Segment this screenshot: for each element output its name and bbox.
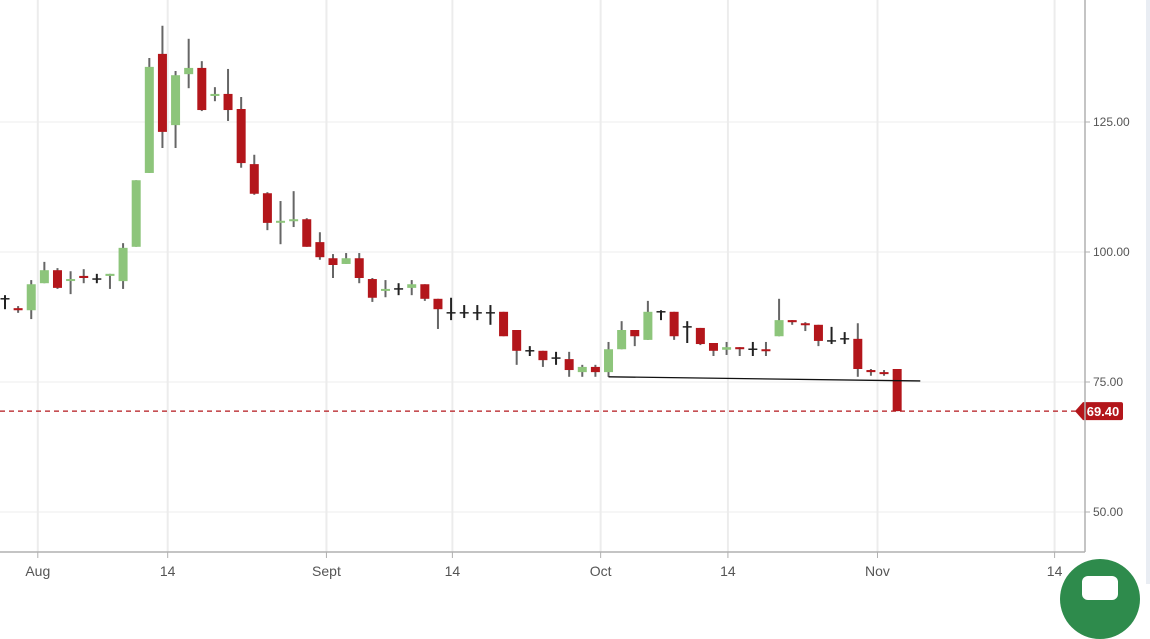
candle-body — [52, 270, 62, 288]
candle-body — [735, 347, 745, 350]
candle-body — [420, 284, 430, 299]
candle-body — [289, 219, 299, 222]
candle-body — [512, 330, 522, 351]
candle-body — [105, 273, 115, 276]
candle-body — [131, 180, 141, 247]
candle-body — [853, 338, 863, 369]
candle-body — [800, 323, 810, 326]
grid-lines — [0, 0, 1085, 552]
candle-body — [144, 66, 154, 173]
x-tick-label: 14 — [160, 563, 176, 579]
candle-body — [249, 164, 259, 194]
x-tick-label: 14 — [445, 563, 461, 579]
x-tick-label: Aug — [25, 563, 50, 579]
last-price-label: 69.40 — [1087, 404, 1120, 419]
trend-line — [608, 376, 921, 382]
candle-body — [184, 67, 194, 75]
candle-body — [564, 359, 574, 371]
candle-body — [276, 220, 286, 223]
axes: 50.00 75.00 100.00 125.00 Aug 14 Sept 14 Oct 14 No… — [0, 0, 1130, 579]
candle-body — [79, 275, 89, 278]
candle-body — [13, 308, 23, 311]
candle-body — [590, 366, 600, 373]
candle-body — [26, 284, 36, 311]
y-tick-label: 75.00 — [1093, 375, 1123, 389]
x-tick-label: Oct — [590, 563, 612, 579]
chat-icon — [1082, 576, 1118, 600]
candle-body — [367, 279, 377, 298]
candle-body — [380, 288, 390, 291]
candle-body — [197, 67, 207, 111]
x-tick-label: Sept — [312, 563, 341, 579]
last-price-tag — [1075, 402, 1123, 421]
candle-body — [315, 242, 325, 258]
candle-body — [118, 247, 128, 282]
y-tick-label: 125.00 — [1093, 115, 1130, 129]
candle-body — [341, 258, 351, 264]
candle-body — [761, 349, 771, 352]
candle-body — [354, 258, 364, 278]
candles — [0, 25, 902, 412]
candle-body — [538, 350, 548, 361]
candle-body — [302, 219, 312, 247]
candle-body — [630, 330, 640, 337]
candle-body — [787, 320, 797, 323]
candle-body — [262, 193, 272, 223]
candle-body — [499, 311, 509, 337]
candle-body — [433, 298, 443, 310]
candle-body — [407, 284, 417, 288]
candle-body — [722, 347, 732, 350]
candle-body — [813, 324, 823, 341]
candle-body — [669, 311, 679, 337]
right-edge-strip — [1146, 0, 1150, 584]
x-tick-label: 14 — [1047, 563, 1063, 579]
candle-body — [879, 372, 889, 375]
chat-button[interactable] — [1060, 559, 1140, 639]
candle-body — [39, 270, 49, 284]
candle-body — [223, 93, 233, 111]
candle-body — [577, 366, 587, 373]
y-tick-label: 100.00 — [1093, 245, 1130, 259]
candle-body — [892, 369, 902, 412]
candle-body — [604, 349, 614, 373]
candle-body — [695, 327, 705, 345]
candle-body — [617, 330, 627, 350]
candle-body — [708, 343, 718, 351]
y-tick-label: 50.00 — [1093, 505, 1123, 519]
x-tick-label: 14 — [720, 563, 736, 579]
candle-body — [66, 279, 76, 282]
candle-body — [236, 109, 246, 164]
overlays: 69.40 — [0, 376, 1123, 421]
candle-body — [210, 93, 220, 96]
candlestick-chart[interactable]: 69.40 50.00 75.00 100.00 125.00 Aug 14 Sept 14 O… — [0, 0, 1150, 584]
candle-body — [328, 258, 338, 265]
candle-body — [866, 370, 876, 373]
candle-body — [157, 53, 167, 132]
candle-body — [171, 75, 181, 126]
candle-body — [774, 320, 784, 337]
candle-body — [643, 311, 653, 340]
x-tick-label: Nov — [865, 563, 890, 579]
